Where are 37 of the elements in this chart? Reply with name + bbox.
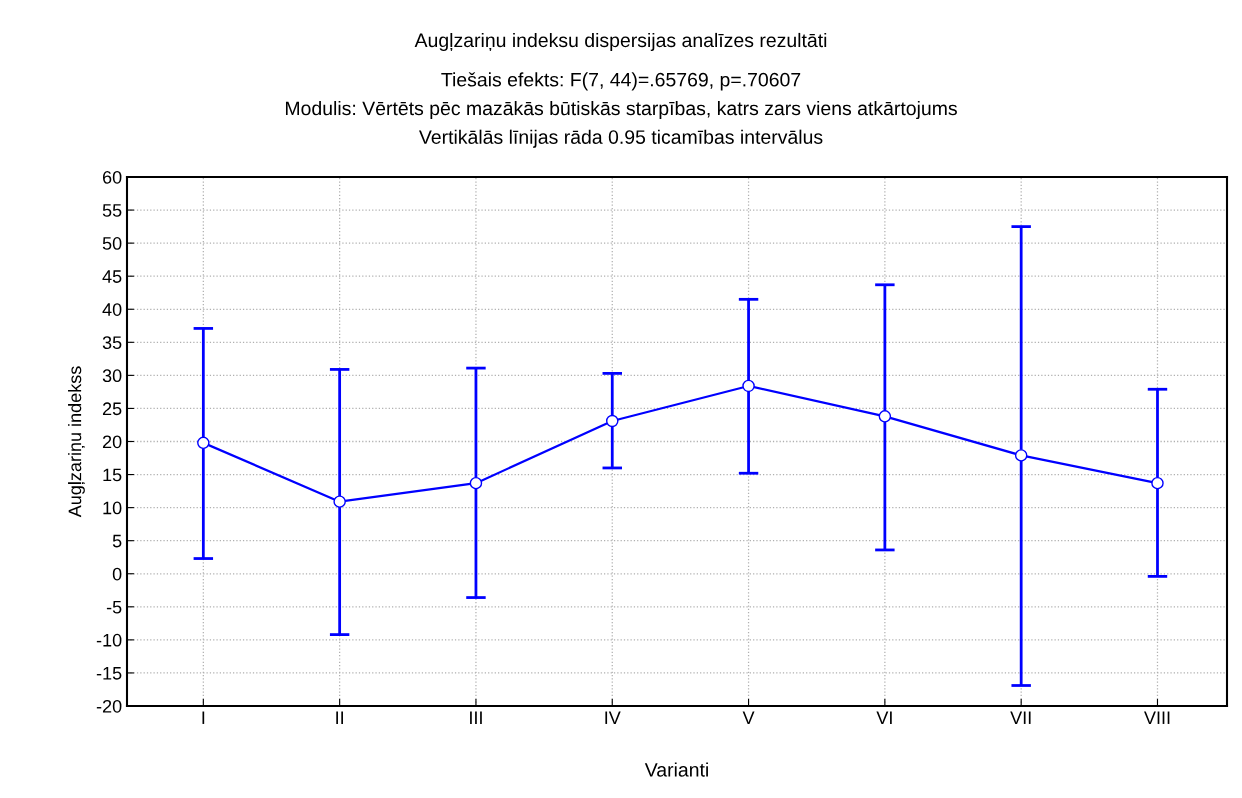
x-tick-label: III	[470, 711, 482, 724]
y-tick-label: -20	[96, 699, 122, 713]
y-tick-label: 35	[102, 336, 122, 350]
y-tick-label: 55	[102, 204, 122, 217]
point	[606, 414, 619, 428]
y-tick-label: 10	[103, 501, 122, 515]
x-tick-label: IV	[605, 711, 621, 724]
y-tick-label: -10	[96, 633, 122, 647]
x-tick-label: VI	[876, 711, 892, 724]
y-tick-label: 0	[112, 567, 122, 581]
y-tick-label: 5	[112, 534, 122, 548]
y-tick-label: 30	[102, 369, 122, 383]
x-axis-title: Varianti	[644, 762, 708, 777]
y-tick-label: -5	[106, 600, 122, 614]
point	[469, 476, 483, 490]
y-tick-label: 60	[102, 170, 122, 184]
y-tick-label: 50	[102, 237, 122, 250]
point	[1151, 476, 1164, 490]
y-tick-label: 15	[103, 468, 122, 482]
y-tick-label: -15	[96, 667, 122, 680]
x-tick-label: II	[336, 711, 343, 724]
point	[333, 495, 346, 508]
y-tick-label: 20	[102, 435, 122, 449]
y-tick-label: 25	[102, 402, 122, 416]
y-tick-label: 45	[102, 270, 122, 283]
x-tick-label: VII	[1010, 711, 1031, 724]
chart-title: Augļzariņu indeksu dispersijas analīzes rezultāti	[414, 32, 827, 52]
chart-subtitle: Tiešais efekts: F(7, 44)=.65769, p=.70607 Modulis: Vērtēts pēc mazākās būtiskās starpības, katrs zars viens atkārtojums Vertikālās līnijas rāda 0.95 ticamības intervālus	[285, 72, 957, 148]
x-tick-label: VIII	[1144, 711, 1170, 724]
x-tick-label: V	[742, 711, 755, 724]
x-tick-label: I	[202, 711, 205, 724]
point	[197, 436, 210, 450]
y-tick-label: 40	[102, 303, 122, 316]
y-axis-title: Augļzariņu indekss	[68, 366, 85, 518]
point	[742, 379, 755, 393]
point	[1014, 449, 1028, 462]
point	[878, 410, 892, 423]
